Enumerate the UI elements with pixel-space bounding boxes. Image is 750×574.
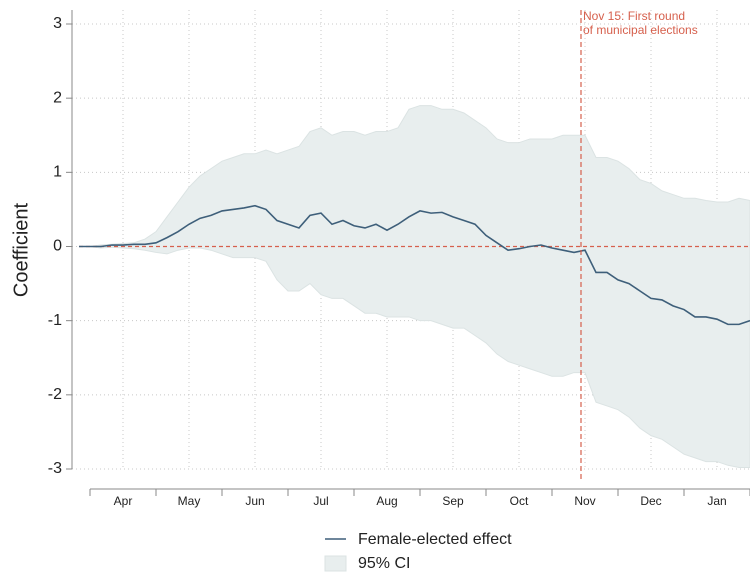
y-axis-label: Coefficient xyxy=(10,202,32,297)
y-tick-label: -1 xyxy=(48,312,62,329)
y-tick-label: 0 xyxy=(53,238,62,255)
annotation: Nov 15: First round xyxy=(583,9,685,23)
x-tick-label: Jul xyxy=(313,494,328,508)
y-tick-label: 3 xyxy=(53,15,62,32)
legend-swatch xyxy=(324,555,347,572)
x-tick-label: May xyxy=(178,494,201,508)
x-tick-label: Jan xyxy=(707,494,726,508)
x-tick-label: Jun xyxy=(245,494,264,508)
legend-label: 95% CI xyxy=(358,555,410,572)
series-line xyxy=(79,204,750,326)
x-tick-label: Oct xyxy=(510,494,529,508)
legend-label: Female-elected effect xyxy=(358,531,512,548)
x-tick-label: Dec xyxy=(640,494,661,508)
x-tick-label: Sep xyxy=(442,494,464,508)
y-tick-label: -2 xyxy=(48,386,62,403)
ci-band xyxy=(79,105,750,469)
y-tick-label: -3 xyxy=(48,460,62,477)
y-tick-label: 2 xyxy=(53,89,62,106)
x-tick-label: Aug xyxy=(376,494,397,508)
y-tick-label: 1 xyxy=(53,164,62,181)
annotation: of municipal elections xyxy=(583,23,698,37)
x-tick-label: Nov xyxy=(574,494,595,508)
x-tick-label: Apr xyxy=(114,494,133,508)
